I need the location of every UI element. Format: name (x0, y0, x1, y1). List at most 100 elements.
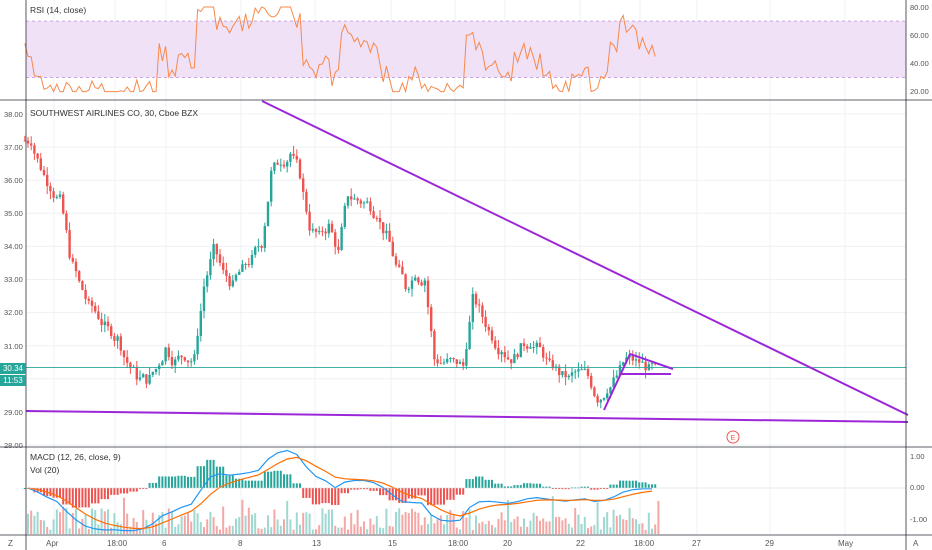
macd-histogram-bar (651, 484, 653, 488)
candle-body (218, 254, 222, 263)
volume-bar (609, 527, 612, 534)
volume-bar (414, 511, 417, 534)
volume-bar (526, 526, 529, 534)
candle-body (615, 375, 618, 378)
macd-panel[interactable] (23, 449, 906, 535)
candle-body (263, 226, 266, 248)
macd-histogram-bar (308, 488, 311, 498)
volume-bar (487, 520, 490, 534)
macd-histogram-bar (510, 486, 513, 488)
candle-body (452, 357, 455, 360)
volume-bar (391, 526, 394, 534)
volume-bar (43, 520, 45, 534)
candle-body (545, 357, 548, 359)
timezone-button[interactable]: Z (8, 539, 13, 548)
macd-histogram-bar (142, 488, 145, 489)
macd-histogram-bar (62, 488, 65, 505)
candle-body (458, 362, 462, 364)
volume-bar (199, 521, 202, 534)
macd-histogram-bar (276, 470, 279, 488)
volume-bar (436, 519, 439, 534)
macd-histogram-bar (542, 486, 545, 488)
volume-bar (462, 511, 465, 534)
candle-body (494, 340, 497, 349)
volume-bar (420, 525, 423, 534)
macd-histogram-bar (459, 488, 461, 495)
volume-bar (33, 515, 36, 534)
volume-bar (513, 519, 516, 534)
rsi-label: RSI (14, close) (30, 5, 87, 15)
macd-histogram-bar (331, 488, 333, 505)
price-panel[interactable]: E (23, 100, 909, 444)
candle-body (382, 222, 385, 234)
volume-bar (39, 519, 42, 534)
macd-histogram-bar (94, 488, 97, 504)
candle-body (622, 362, 625, 366)
macd-histogram-bar (203, 466, 205, 488)
macd-histogram-bar (475, 476, 477, 488)
volume-bar (209, 511, 212, 534)
volume-bar (139, 529, 141, 534)
macd-histogram-bar (615, 484, 618, 488)
macd-histogram-bar (119, 488, 122, 494)
macd-histogram-bar (558, 488, 561, 489)
candle-body (177, 355, 180, 360)
candle-body (513, 354, 516, 364)
candle-body (506, 357, 510, 360)
macd-histogram-bar (363, 488, 365, 490)
macd-histogram-bar (407, 488, 410, 499)
candle-body (404, 274, 407, 290)
volume-bar (625, 520, 628, 534)
volume-bar (622, 519, 625, 534)
volume-bar (286, 500, 289, 534)
auto-scale-button[interactable]: A (913, 539, 919, 548)
candle-body (318, 231, 321, 233)
macd-histogram-bar (292, 483, 295, 488)
volume-bar (519, 526, 522, 534)
volume-bar (561, 520, 564, 534)
volume-bar (657, 500, 660, 534)
candle-body (46, 174, 49, 187)
macd-histogram-bar (129, 488, 132, 492)
candle-body (254, 247, 257, 255)
volume-bar (404, 512, 407, 534)
macd-histogram-bar (654, 484, 657, 488)
candle-body (644, 361, 647, 371)
volume-bar (244, 515, 247, 534)
volume-bar (273, 509, 276, 534)
macd-histogram-bar (23, 488, 26, 489)
macd-histogram-bar (107, 488, 109, 500)
macd-histogram-bar (388, 488, 391, 501)
macd-histogram-bar (580, 486, 583, 488)
candle-body (234, 274, 238, 281)
macd-histogram-bar (110, 488, 113, 495)
macd-histogram-bar (302, 488, 305, 498)
macd-histogram-bar (612, 484, 615, 488)
candle-body (52, 191, 55, 198)
macd-histogram-bar (78, 488, 81, 508)
candle-body (154, 369, 158, 372)
volume-bar (507, 499, 509, 534)
candle-body (138, 377, 142, 380)
candle-body (359, 200, 362, 204)
rsi-panel[interactable] (24, 6, 906, 94)
volume-bar (401, 514, 404, 534)
grid-lines (26, 0, 906, 535)
macd-histogram-bar (145, 488, 148, 489)
candle-body (190, 361, 193, 363)
macd-histogram-bar (583, 486, 586, 488)
volume-bar (292, 529, 295, 534)
volume-bar (471, 529, 474, 534)
candle-body (522, 343, 526, 347)
volume-bar (142, 510, 145, 534)
symbol-label[interactable]: SOUTHWEST AIRLINES CO, 30, Cboe BZX (30, 108, 199, 118)
volume-bar (372, 524, 375, 534)
macd-histogram-bar (318, 488, 321, 505)
candle-body (90, 300, 94, 306)
volume-bar (91, 508, 93, 534)
volume-bar (196, 513, 199, 534)
volume-bar (295, 512, 298, 534)
volume-bar (411, 508, 413, 534)
